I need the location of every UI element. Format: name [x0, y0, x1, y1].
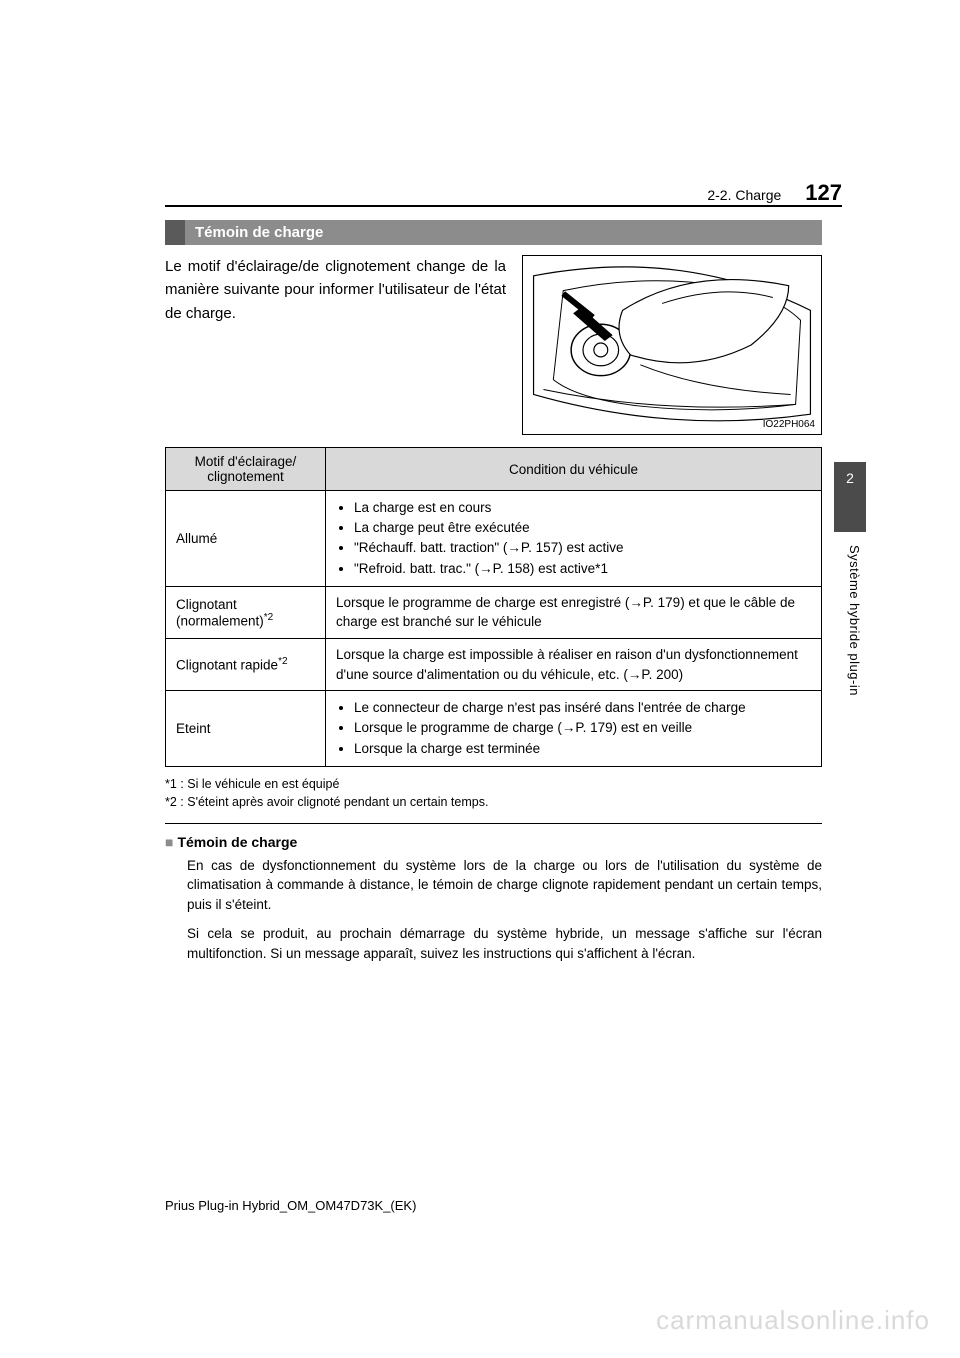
pattern-text: Clignotant rapide — [176, 658, 278, 673]
intro-row: Le motif d'éclairage/de clignotement cha… — [165, 255, 822, 435]
illustration-code: IO22PH064 — [763, 419, 815, 430]
table-col-pattern: Motif d'éclairage/ clignotement — [166, 448, 326, 491]
header-rule — [165, 205, 842, 207]
condition-cell: Lorsque le programme de charge est enreg… — [326, 586, 822, 638]
page-header: 2-2. Charge 127 — [165, 180, 842, 206]
intro-text: Le motif d'éclairage/de clignotement cha… — [165, 255, 506, 435]
table-row: Clignotant (normalement)*2 Lorsque le pr… — [166, 586, 822, 638]
body-paragraph: Si cela se produit, au prochain démarrag… — [187, 924, 822, 963]
pattern-text: Allumé — [176, 531, 217, 546]
pattern-cell: Clignotant rapide*2 — [166, 639, 326, 691]
table-row: Eteint Le connecteur de charge n'est pas… — [166, 691, 822, 767]
section-title-bar: Témoin de charge — [165, 220, 822, 245]
indicator-table: Motif d'éclairage/ clignotement Conditio… — [165, 447, 822, 767]
pattern-cell: Allumé — [166, 491, 326, 587]
section-breadcrumb: 2-2. Charge — [707, 187, 781, 203]
pattern-sup: *2 — [278, 656, 287, 667]
pattern-text: Eteint — [176, 721, 211, 736]
table-col-condition: Condition du véhicule — [326, 448, 822, 491]
condition-cell: Le connecteur de charge n'est pas inséré… — [326, 691, 822, 767]
condition-cell: Lorsque la charge est impossible à réali… — [326, 639, 822, 691]
footnote: *1 : Si le véhicule en est équipé — [165, 777, 822, 791]
charge-port-svg — [523, 256, 821, 434]
pattern-sup: *2 — [264, 612, 273, 623]
pattern-text: Clignotant (normalement) — [176, 597, 264, 629]
chapter-number: 2 — [846, 470, 854, 486]
body-paragraph: En cas de dysfonctionnement du système l… — [187, 856, 822, 915]
section-title: Témoin de charge — [195, 224, 323, 241]
condition-item: La charge peut être exécutée — [354, 519, 811, 537]
condition-cell: La charge est en cours La charge peut êt… — [326, 491, 822, 587]
footnote: *2 : S'éteint après avoir clignoté penda… — [165, 795, 822, 809]
condition-item: "Réchauff. batt. traction" (→P. 157) est… — [354, 539, 811, 557]
col-pattern-label: Motif d'éclairage/ clignotement — [195, 454, 297, 484]
footnotes: *1 : Si le véhicule en est équipé *2 : S… — [165, 777, 822, 809]
watermark: carmanualsonline.info — [656, 1305, 930, 1336]
condition-item: "Refroid. batt. trac." (→P. 158) est act… — [354, 560, 811, 578]
subsection-title: Témoin de charge — [177, 834, 297, 850]
pattern-cell: Clignotant (normalement)*2 — [166, 586, 326, 638]
pattern-cell: Eteint — [166, 691, 326, 767]
footer-doc-id: Prius Plug-in Hybrid_OM_OM47D73K_(EK) — [165, 1198, 416, 1213]
condition-item: Lorsque la charge est terminée — [354, 740, 811, 758]
condition-item-text: "Refroid. batt. trac." (→P. 158) est act… — [354, 561, 608, 576]
square-marker-icon: ■ — [165, 834, 173, 850]
divider — [165, 823, 822, 824]
page-content: Témoin de charge Le motif d'éclairage/de… — [165, 220, 822, 974]
table-row: Allumé La charge est en cours La charge … — [166, 491, 822, 587]
chapter-title-vertical: Système hybride plug-in — [847, 545, 862, 696]
condition-item: Lorsque le programme de charge (→P. 179)… — [354, 719, 811, 737]
table-row: Clignotant rapide*2 Lorsque la charge es… — [166, 639, 822, 691]
manual-page: 2-2. Charge 127 2 Système hybride plug-i… — [0, 0, 960, 1358]
col-condition-label: Condition du véhicule — [509, 462, 638, 477]
chapter-tab: 2 — [834, 462, 866, 532]
subsection-heading: ■Témoin de charge — [165, 834, 822, 850]
condition-item: La charge est en cours — [354, 499, 811, 517]
page-number: 127 — [805, 180, 842, 206]
charge-port-illustration: IO22PH064 — [522, 255, 822, 435]
condition-item: Le connecteur de charge n'est pas inséré… — [354, 699, 811, 717]
